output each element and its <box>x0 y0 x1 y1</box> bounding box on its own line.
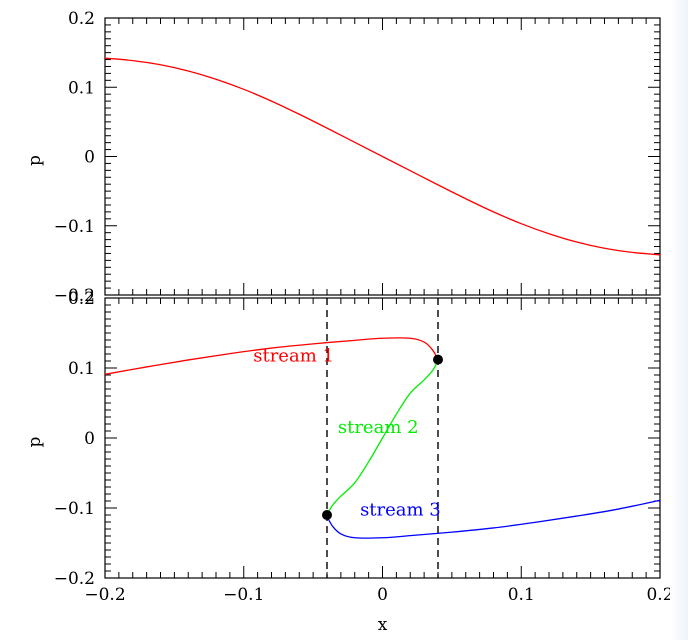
bottom-y-tick-label: −0.1 <box>54 499 95 519</box>
top-series-line <box>104 57 661 256</box>
bottom-marker-point <box>433 354 443 365</box>
stream-3-line <box>326 499 661 539</box>
page-edge <box>670 0 688 640</box>
stream-1-line <box>104 337 439 375</box>
stream-3-label: stream 3 <box>360 500 441 521</box>
top-y-tick-label: 0.1 <box>68 78 95 98</box>
stream-2-label: stream 2 <box>338 417 419 438</box>
bottom-x-tick-label: 0 <box>377 585 388 605</box>
bottom-y-tick-label: −0.2 <box>54 569 95 589</box>
bottom-y-tick-label: 0.1 <box>68 359 95 379</box>
bottom-x-tick-label: −0.1 <box>223 585 264 605</box>
stream-2-line <box>326 360 439 516</box>
bottom-y-tick-label: 0.2 <box>68 289 95 309</box>
top-y-tick-label: −0.2 <box>54 286 95 306</box>
top-y-tick-label: −0.1 <box>54 217 95 237</box>
bottom-x-tick-label: 0.2 <box>646 585 673 605</box>
bottom-y-axis-label: p <box>25 436 45 447</box>
bottom-marker-point <box>322 510 332 520</box>
bottom-x-tick-label: 0.1 <box>508 585 535 605</box>
top-y-tick-label: 0 <box>84 148 95 168</box>
bottom-x-tick-label: −0.2 <box>84 585 125 605</box>
bottom-y-tick-label: 0 <box>84 429 95 449</box>
top-y-tick-label: 0.2 <box>68 9 95 29</box>
stream-1-label: stream 1 <box>253 346 334 367</box>
top-y-axis-label: p <box>25 155 45 166</box>
bottom-x-axis-label: x <box>378 615 388 635</box>
top-panel: −0.2 −0.1 0 0.1 0.2 p <box>25 9 661 306</box>
